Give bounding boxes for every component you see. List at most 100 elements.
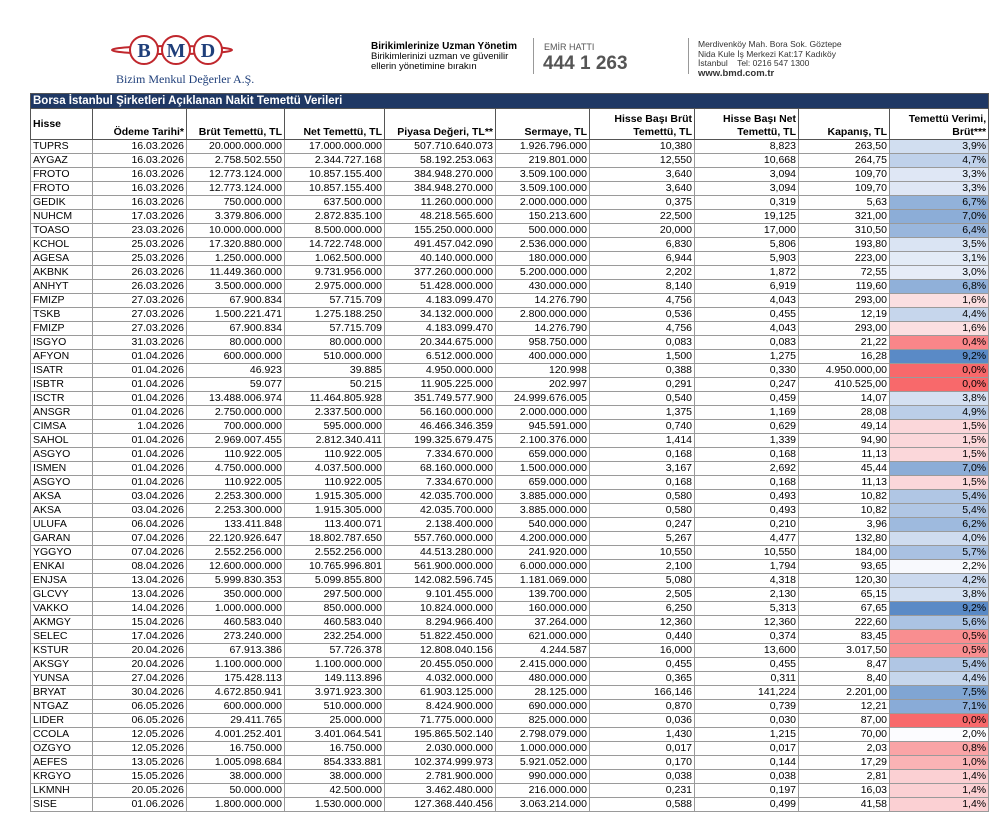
cell: 39.885 [284,363,385,378]
ticker-cell: NUHCM [30,209,93,224]
cell: 700.000.000 [186,419,285,434]
table-row: ENJSA 13.04.2026 5.999.830.353 5.099.855.80… [30,573,990,588]
cell: 0,0% [888,377,990,392]
cell: 70,00 [798,727,890,742]
cell: 27.04.2026 [92,671,187,686]
column-header: Piyasa Değeri, TL** [384,108,496,140]
cell: 12.808.040.156 [384,643,496,658]
cell: 3,1% [888,251,990,266]
ticker-cell: ISBTR [30,377,93,392]
cell: 1,6% [888,293,990,308]
cell: 6,7% [888,195,990,210]
cell: 11,13 [798,475,890,490]
cell: 113.400.071 [284,517,385,532]
ticker-cell: FMIZP [30,321,93,336]
column-header: Net Temettü, TL [284,108,385,140]
cell: 1,500 [589,349,695,364]
cell: 1,794 [694,559,799,574]
cell: 26.03.2026 [92,279,187,294]
cell: 13.05.2026 [92,755,187,770]
cell: 0,588 [589,797,695,812]
cell: 2.800.000.000 [495,307,590,322]
cell: 21,22 [798,335,890,350]
table-row: BRYAT 30.04.2026 4.672.850.941 3.971.923.30… [30,685,990,700]
cell: 1.915.305.000 [284,489,385,504]
cell: 16.03.2026 [92,195,187,210]
ticker-cell: GLCVY [30,587,93,602]
cell: 0,0% [888,363,990,378]
column-header: Hisse Başı Brüt Temettü, TL [589,108,695,140]
cell: 120,30 [798,573,890,588]
cell: 2.536.000.000 [495,237,590,252]
cell: 12,550 [589,153,695,168]
cell: 6.512.000.000 [384,349,496,364]
cell: 12,19 [798,307,890,322]
cell: 5.921.052.000 [495,755,590,770]
cell: 5,080 [589,573,695,588]
cell: 7.334.670.000 [384,447,496,462]
cell: 9,2% [888,349,990,364]
cell: 1.005.098.684 [186,755,285,770]
cell: 24.999.676.005 [495,391,590,406]
cell: 0,455 [694,307,799,322]
cell: 2,505 [589,587,695,602]
cell: 263,50 [798,139,890,154]
cell: 175.428.113 [186,671,285,686]
cell: 16,03 [798,783,890,798]
cell: 460.583.040 [186,615,285,630]
cell: 01.04.2026 [92,475,187,490]
cell: 42.035.700.000 [384,489,496,504]
cell: 16.750.000 [284,741,385,756]
cell: 08.04.2026 [92,559,187,574]
cell: 1,5% [888,419,990,434]
cell: 199.325.679.475 [384,433,496,448]
cell: 510.000.000 [284,699,385,714]
table-row: AKSA 03.04.2026 2.253.300.000 1.915.305.000… [30,503,990,518]
table-row: AGESA 25.03.2026 1.250.000.000 1.062.500.00… [30,251,990,266]
cell: 59.077 [186,377,285,392]
cell: 12,21 [798,699,890,714]
cell: 133.411.848 [186,517,285,532]
cell: 14.276.790 [495,293,590,308]
cell: 0,210 [694,517,799,532]
cell: 27.03.2026 [92,293,187,308]
cell: 120.998 [495,363,590,378]
ticker-cell: FROTO [30,181,93,196]
cell: 11,13 [798,447,890,462]
ticker-cell: KCHOL [30,237,93,252]
table-row: ISCTR 01.04.2026 13.488.006.974 11.464.805.… [30,391,990,406]
logo-circle [193,35,223,65]
cell: 50.215 [284,377,385,392]
cell: 0,247 [694,377,799,392]
cell: 0,5% [888,643,990,658]
cell: 1.915.305.000 [284,503,385,518]
cell: 13.04.2026 [92,587,187,602]
cell: 49,14 [798,419,890,434]
table-row: NUHCM 17.03.2026 3.379.806.000 2.872.835.10… [30,209,990,224]
cell: 8.500.000.000 [284,223,385,238]
cell: 0,493 [694,503,799,518]
cell: 0,144 [694,755,799,770]
cell: 2,2% [888,559,990,574]
table-row: LKMNH 20.05.2026 50.000.000 42.500.000 3.462… [30,783,990,798]
column-header: Hisse [30,108,93,140]
cell: 6,8% [888,279,990,294]
cell: 2.253.300.000 [186,503,285,518]
cell: 3,8% [888,587,990,602]
column-header: Temettü Verimi, Brüt*** [888,108,990,140]
cell: 142.082.596.745 [384,573,496,588]
cell: 6,4% [888,223,990,238]
cell: 1.000.000.000 [495,741,590,756]
cell: 7.334.670.000 [384,475,496,490]
address-line: İstanbul Tel: 0216 547 1300 [698,58,810,68]
cell: 659.000.000 [495,475,590,490]
cell: 1,0% [888,755,990,770]
ticker-cell: AGESA [30,251,93,266]
cell: 4,4% [888,671,990,686]
cell: 321,00 [798,209,890,224]
ticker-cell: GARAN [30,531,93,546]
cell: 1,414 [589,433,695,448]
cell: 3.017,50 [798,643,890,658]
ticker-cell: KRGYO [30,769,93,784]
header-row: Hisse Ödeme Tarihi* Brüt Temettü, TL Net Te… [30,108,990,140]
